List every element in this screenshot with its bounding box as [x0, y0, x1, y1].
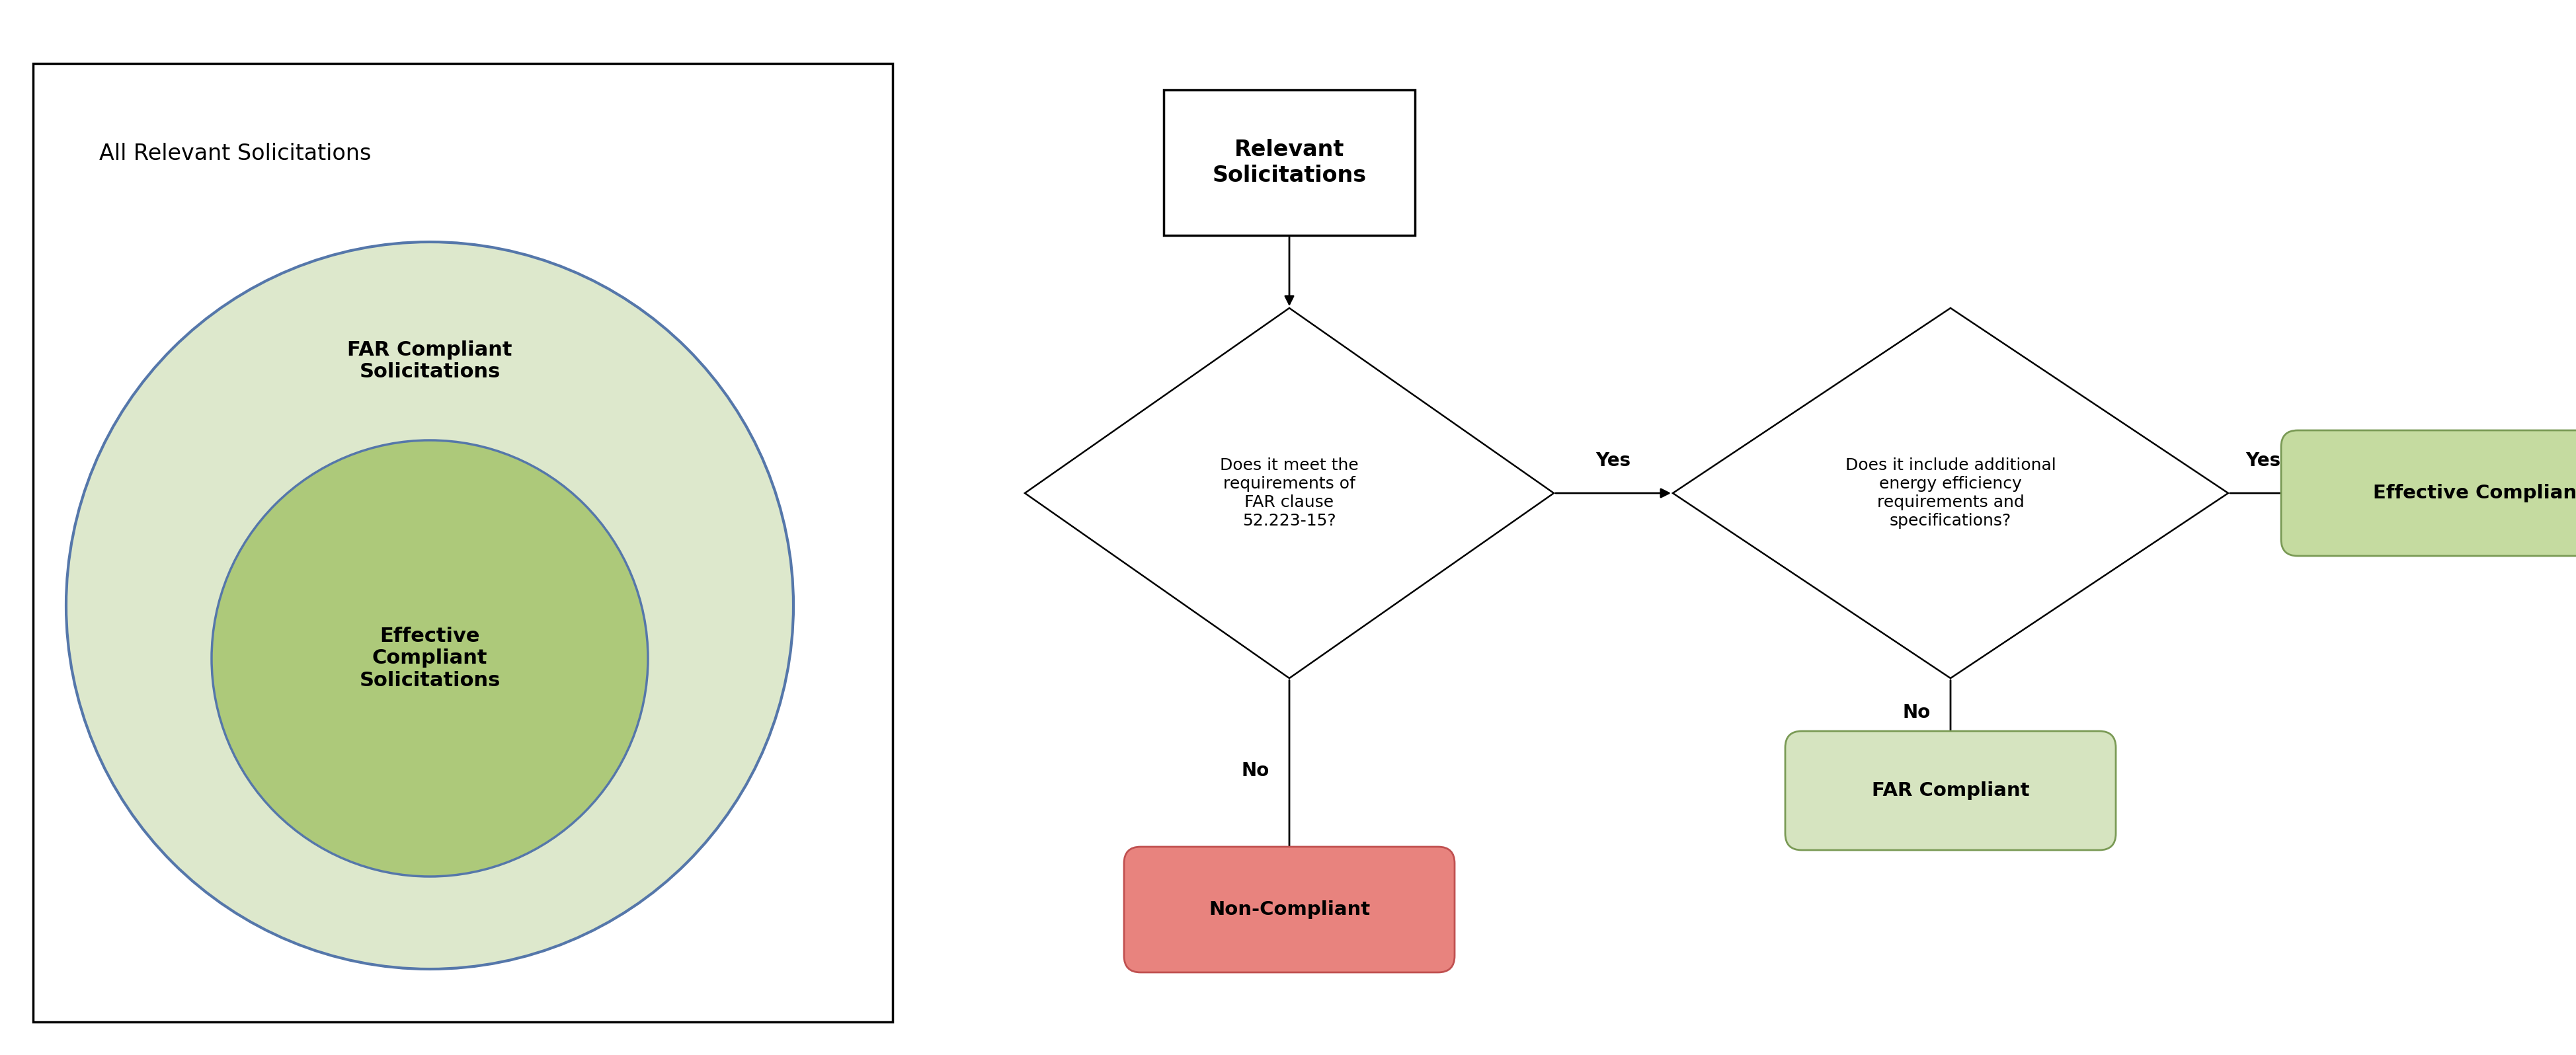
Text: Effective Compliant: Effective Compliant [2372, 484, 2576, 502]
FancyBboxPatch shape [1785, 731, 2115, 850]
FancyBboxPatch shape [1164, 90, 1414, 235]
FancyBboxPatch shape [33, 63, 894, 1022]
Circle shape [211, 440, 649, 877]
Text: Relevant
Solicitations: Relevant Solicitations [1213, 139, 1365, 186]
Text: No: No [1242, 762, 1270, 780]
FancyBboxPatch shape [1123, 847, 1455, 973]
Polygon shape [1025, 308, 1553, 678]
Text: Effective
Compliant
Solicitations: Effective Compliant Solicitations [358, 627, 500, 690]
Text: Yes: Yes [1595, 452, 1631, 469]
Circle shape [67, 242, 793, 970]
Text: Does it include additional
energy efficiency
requirements and
specifications?: Does it include additional energy effici… [1844, 458, 2056, 529]
Text: FAR Compliant
Solicitations: FAR Compliant Solicitations [348, 340, 513, 382]
Text: Yes: Yes [2246, 452, 2280, 469]
Polygon shape [1672, 308, 2228, 678]
Text: Does it meet the
requirements of
FAR clause
52.223-15?: Does it meet the requirements of FAR cla… [1221, 458, 1358, 529]
Text: Non-Compliant: Non-Compliant [1208, 900, 1370, 919]
Text: All Relevant Solicitations: All Relevant Solicitations [100, 142, 371, 165]
Text: No: No [1904, 704, 1929, 723]
Text: FAR Compliant: FAR Compliant [1873, 782, 2030, 800]
FancyBboxPatch shape [2282, 430, 2576, 556]
